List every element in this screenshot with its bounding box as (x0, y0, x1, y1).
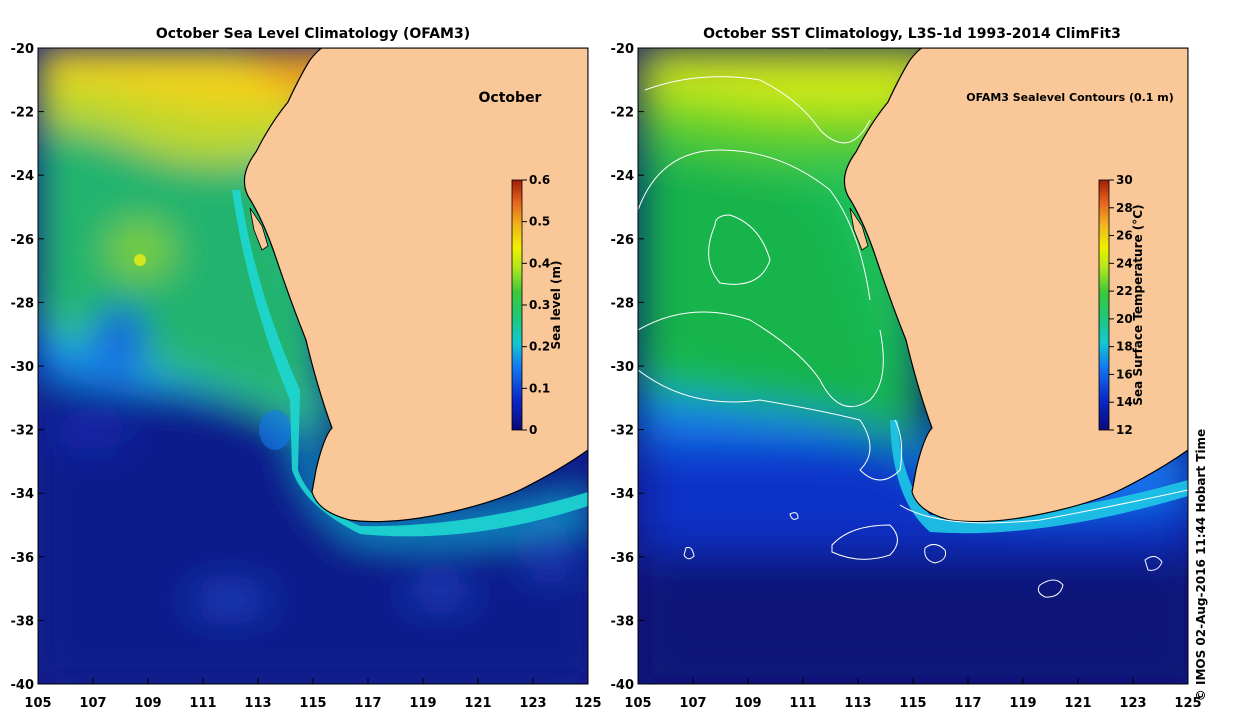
left-x-tick-label: 123 (519, 696, 546, 711)
right-sealevel-contours (638, 76, 1188, 598)
left-month-label: October (479, 90, 542, 106)
right-y-tick-label: -24 (611, 169, 635, 184)
left-sea-level-field (38, 48, 588, 684)
credit-line: © IMOS 02-Aug-2016 11:44 Hobart Time (1194, 429, 1208, 701)
right-colorbar-tick-label: 28 (1116, 201, 1133, 215)
right-x-tick-label: 117 (954, 696, 981, 711)
left-x-tick-label: 125 (574, 696, 601, 711)
right-y-tick-label: -40 (611, 678, 635, 693)
left-colorbar-tick-label: 0.5 (529, 215, 550, 229)
left-australia-land (230, 48, 588, 523)
left-y-tick-label: -38 (11, 614, 35, 629)
left-y-tick-label: -40 (11, 678, 35, 693)
right-y-tick-label: -28 (611, 296, 635, 311)
right-title: October SST Climatology, L3S-1d 1993-201… (703, 26, 1121, 42)
left-y-tick-label: -30 (11, 360, 35, 375)
right-y-axis: -20 -22 -24 -26 -28 -30 -32 -34 -36 -38 -40 (611, 42, 644, 693)
left-x-tick-label: 111 (189, 696, 216, 711)
left-y-tick-label: -36 (11, 551, 35, 566)
left-x-tick-label: 119 (409, 696, 436, 711)
right-colorbar-tick-label: 12 (1116, 423, 1133, 437)
left-x-tick-label: 113 (244, 696, 271, 711)
right-australia-land (830, 48, 1188, 523)
left-y-tick-label: -32 (11, 424, 35, 439)
right-y-tick-label: -26 (611, 233, 635, 248)
left-x-tick-label: 121 (464, 696, 491, 711)
left-y-tick-label: -26 (11, 233, 35, 248)
left-x-tick-label: 105 (24, 696, 51, 711)
left-x-tick-label: 107 (79, 696, 106, 711)
left-colorbar-tick-label: 0.3 (529, 298, 550, 312)
left-y-tick-label: -24 (11, 169, 35, 184)
right-colorbar-label: Sea Surface Temperature (°C) (1131, 204, 1145, 405)
left-y-tick-label: -20 (11, 42, 35, 57)
right-x-tick-label: 119 (1009, 696, 1036, 711)
left-y-tick-label: -28 (11, 296, 35, 311)
right-sst-field (638, 48, 1188, 684)
right-x-tick-label: 121 (1064, 696, 1091, 711)
left-colorbar-tick-label: 0.2 (529, 340, 550, 354)
right-x-tick-label: 125 (1174, 696, 1201, 711)
right-map: October SST Climatology, L3S-1d 1993-201… (611, 26, 1202, 711)
right-colorbar: Sea Surface Temperature (°C) 12 14 16 18 20 2… (1098, 173, 1145, 437)
left-colorbar-tick-label: 0.6 (529, 173, 550, 187)
left-x-tick-label: 115 (299, 696, 326, 711)
right-contour-note: OFAM3 Sealevel Contours (0.1 m) (966, 91, 1174, 104)
right-x-tick-label: 113 (844, 696, 871, 711)
right-y-tick-label: -20 (611, 42, 635, 57)
right-x-axis: 105 107 109 111 113 115 117 119 121 123 125 (624, 678, 1202, 711)
right-y-tick-label: -38 (611, 614, 635, 629)
right-colorbar-tick-label: 24 (1116, 256, 1133, 270)
right-x-tick-label: 105 (624, 696, 651, 711)
left-colorbar-tick-label: 0 (529, 423, 537, 437)
right-colorbar-tick-label: 22 (1116, 284, 1133, 298)
left-colorbar-tick-label: 0.4 (529, 256, 550, 270)
right-x-tick-label: 107 (679, 696, 706, 711)
right-colorbar-tick-label: 14 (1116, 395, 1133, 409)
left-colorbar-tick-label: 0.1 (529, 381, 550, 395)
right-colorbar-tick-label: 16 (1116, 367, 1133, 381)
right-y-tick-label: -22 (611, 106, 635, 121)
left-title: October Sea Level Climatology (OFAM3) (156, 26, 470, 42)
left-x-tick-label: 109 (134, 696, 161, 711)
right-x-tick-label: 115 (899, 696, 926, 711)
left-map: October Sea Level Climatology (OFAM3) (11, 26, 602, 711)
left-y-tick-label: -22 (11, 106, 35, 121)
right-y-tick-label: -30 (611, 360, 635, 375)
right-colorbar-tick-label: 30 (1116, 173, 1133, 187)
left-y-axis: -20 -22 -24 -26 -28 -30 -32 -34 -36 -38 -40 (11, 42, 44, 693)
left-colorbar: Sea level (m) 0 0.1 0.2 0.3 0.4 0.5 0.6 (511, 173, 563, 437)
right-colorbar-tick-label: 18 (1116, 340, 1133, 354)
right-colorbar-tick-label: 26 (1116, 229, 1133, 243)
right-x-tick-label: 109 (734, 696, 761, 711)
right-x-tick-label: 123 (1119, 696, 1146, 711)
right-y-tick-label: -32 (611, 424, 635, 439)
right-y-tick-label: -34 (611, 487, 635, 502)
left-y-tick-label: -34 (11, 487, 35, 502)
right-x-tick-label: 111 (789, 696, 816, 711)
left-colorbar-label: Sea level (m) (549, 260, 563, 349)
right-y-tick-label: -36 (611, 551, 635, 566)
left-x-axis: 105 107 109 111 113 115 117 119 121 123 125 (24, 678, 602, 711)
left-x-tick-label: 117 (354, 696, 381, 711)
right-colorbar-tick-label: 20 (1116, 312, 1133, 326)
